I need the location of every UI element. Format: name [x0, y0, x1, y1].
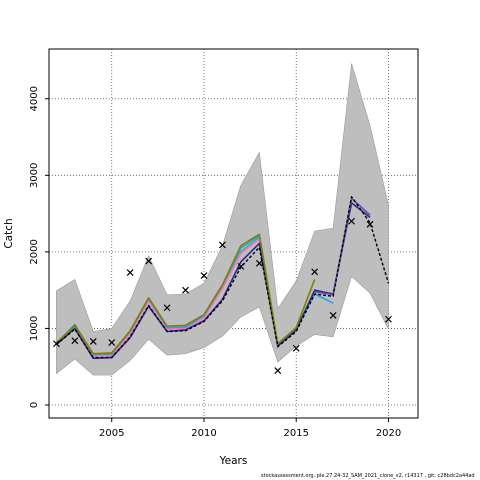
marker-stroke	[71, 337, 79, 345]
y-tick-label: 0	[29, 402, 40, 408]
observation-marker	[163, 304, 171, 312]
marker-stroke	[219, 241, 226, 249]
marker-stroke	[366, 220, 374, 228]
observation-marker	[145, 257, 153, 265]
observation-marker	[292, 344, 300, 352]
series-line	[55, 238, 279, 357]
footer-credit: stockassessment.org, ple.27.24-32_SAM_20…	[261, 473, 475, 479]
confidence-band-area	[56, 63, 389, 376]
series-line	[55, 196, 390, 359]
marker-stroke	[200, 272, 208, 280]
confidence-band	[56, 63, 389, 376]
observation-marker	[200, 272, 208, 280]
series-line	[55, 233, 316, 355]
observation-marker	[219, 241, 226, 249]
marker-stroke	[237, 262, 245, 270]
y-axis-title: Catch	[3, 218, 15, 248]
observation-marker	[274, 367, 282, 374]
observation-marker	[52, 340, 60, 348]
x-tick-label: 2015	[284, 428, 309, 439]
y-tick-label: 4000	[29, 86, 40, 111]
axes: 2005 2010 2015 2020 0 1000 2000 3000 4000	[29, 86, 401, 439]
marker-stroke	[329, 311, 337, 319]
marker-stroke	[274, 367, 282, 374]
observation-marker	[237, 262, 245, 270]
x-tick-label: 2010	[191, 428, 216, 439]
observation-marker	[182, 286, 189, 294]
observation-marker	[385, 315, 392, 323]
marker-stroke	[52, 340, 60, 348]
marker-stroke	[292, 344, 300, 352]
y-tick-label: 1000	[29, 316, 40, 341]
observation-marker	[255, 259, 263, 267]
marker-stroke	[145, 257, 153, 265]
observation-marker	[329, 311, 337, 319]
series-lines	[55, 196, 390, 360]
observation-marker	[126, 269, 134, 276]
marker-stroke	[348, 217, 356, 225]
marker-stroke	[311, 268, 319, 276]
y-tick-label: 2000	[29, 239, 40, 264]
marker-stroke	[126, 269, 134, 276]
observation-marker	[311, 268, 319, 276]
marker-stroke	[385, 315, 392, 323]
observation-marker	[89, 338, 97, 345]
observation-markers	[52, 217, 392, 374]
observation-marker	[108, 339, 116, 347]
series-line	[55, 202, 371, 360]
marker-stroke	[182, 286, 189, 294]
marker-stroke	[89, 338, 97, 345]
marker-stroke	[163, 304, 171, 312]
x-tick-label: 2020	[376, 428, 401, 439]
x-axis-title: Years	[219, 455, 248, 467]
plot-frame	[48, 48, 419, 419]
observation-marker	[348, 217, 356, 225]
y-tick-label: 3000	[29, 163, 40, 188]
x-tick-label: 2005	[99, 428, 124, 439]
marker-stroke	[108, 339, 116, 347]
marker-stroke	[255, 259, 263, 267]
observation-marker	[366, 220, 374, 228]
observation-marker	[71, 337, 79, 345]
